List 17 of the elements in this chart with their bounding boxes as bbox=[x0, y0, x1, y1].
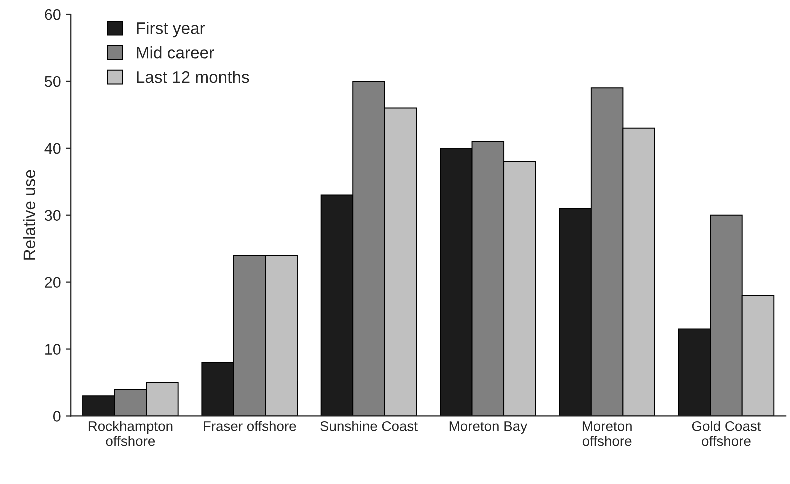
y-tick-label: 10 bbox=[46, 344, 61, 355]
legend-label: First year bbox=[137, 22, 206, 38]
y-tick-label: 50 bbox=[44, 76, 61, 88]
y-tick-label: 20 bbox=[45, 277, 61, 288]
legend-label: Mid career bbox=[137, 46, 214, 59]
x-tick-label: Sunshine Coast bbox=[320, 421, 418, 432]
x-tick-label: Moreton Bay bbox=[450, 422, 528, 434]
y-tick-label: 60 bbox=[45, 9, 61, 20]
legend-label: Last 12 months bbox=[137, 70, 250, 84]
y-tick-label: 30 bbox=[44, 210, 61, 222]
y-tick-label: 40 bbox=[44, 143, 61, 154]
x-tick-label: Moreton offshore bbox=[582, 422, 632, 446]
y-axis-title: Relative use bbox=[23, 170, 36, 260]
x-tick-label: Rockhampton offshore bbox=[88, 421, 173, 446]
y-tick-label: 0 bbox=[53, 411, 61, 422]
x-tick-label: Fraser offshore bbox=[204, 421, 296, 432]
x-tick-label: Gold Coast offshore bbox=[692, 421, 762, 446]
